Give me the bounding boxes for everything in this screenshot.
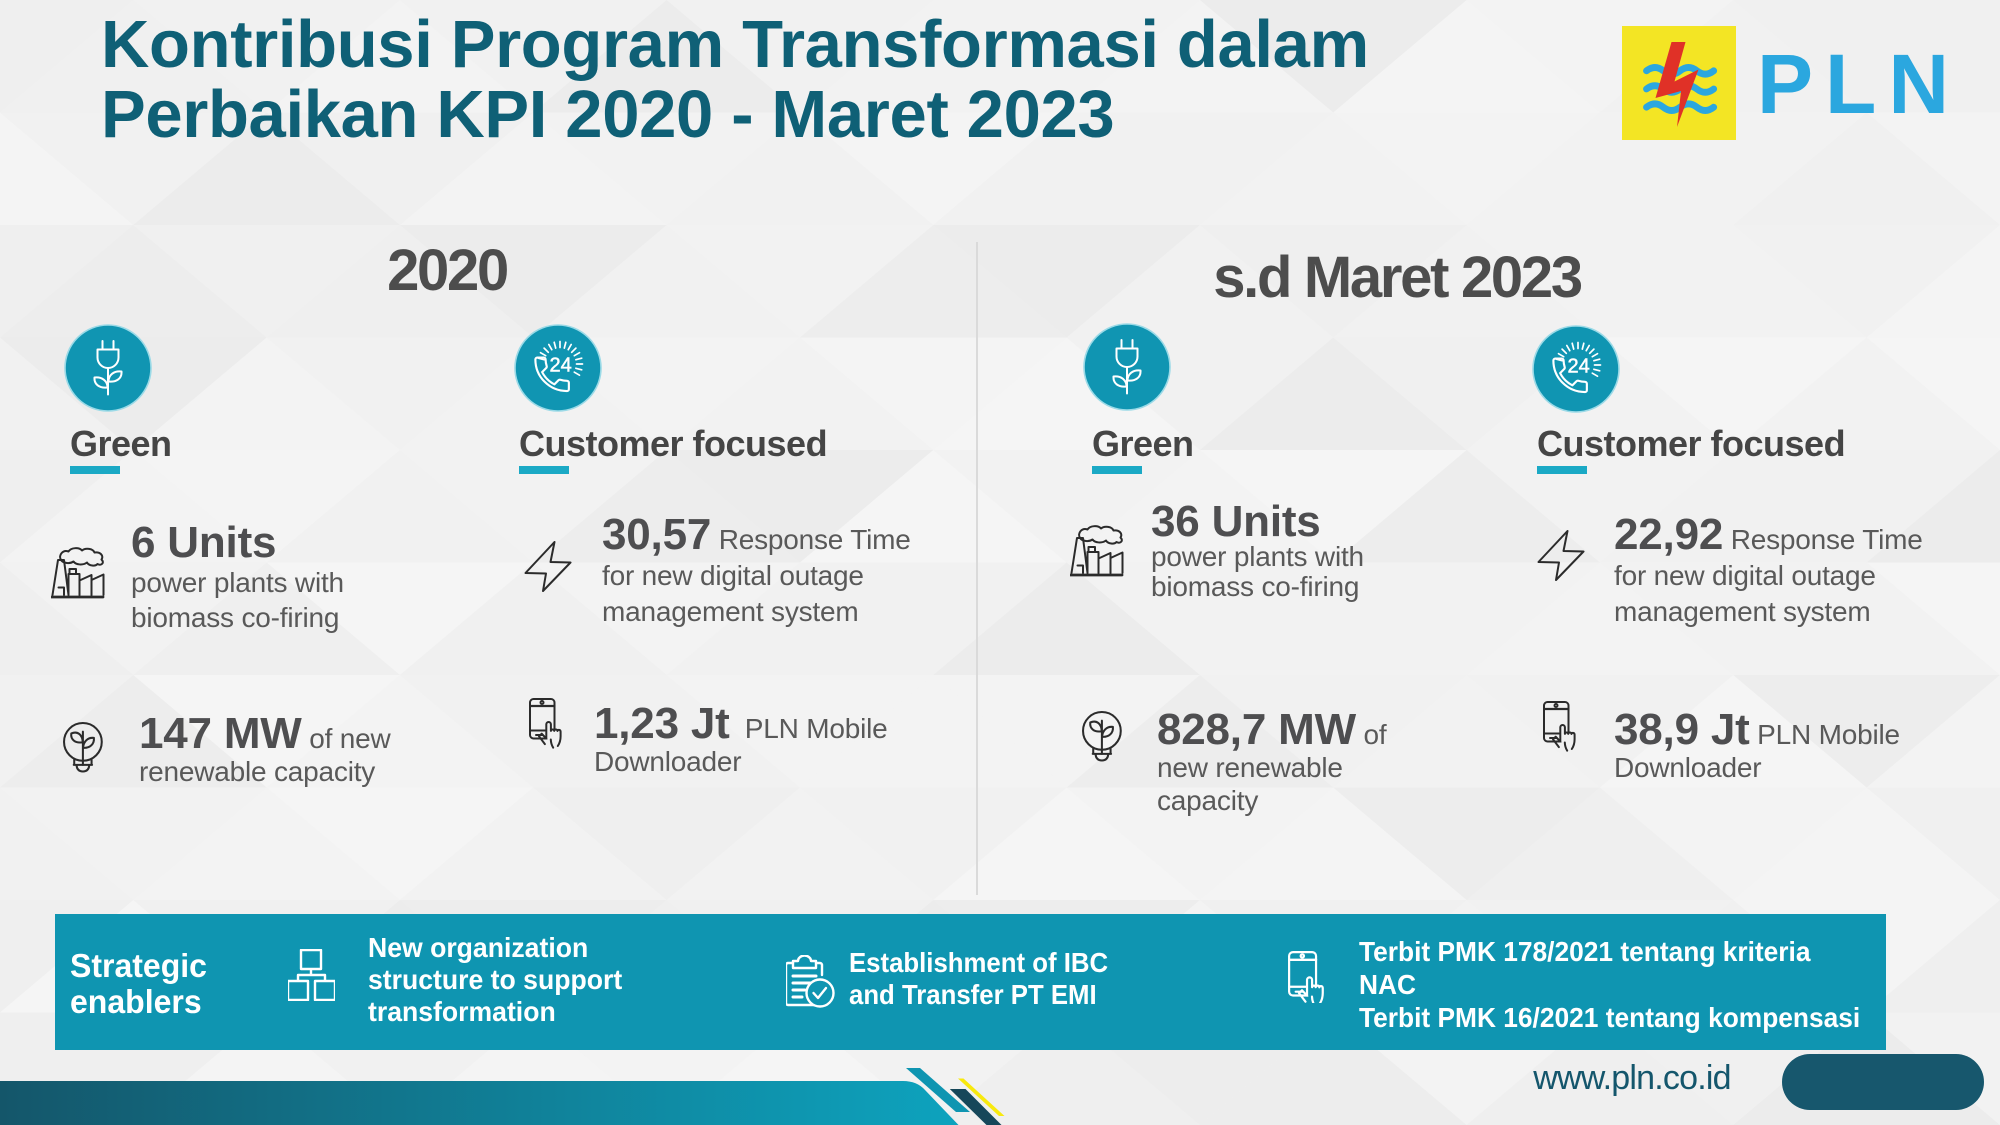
svg-text:PLN: PLN [1757,37,1961,131]
svg-text:24: 24 [1568,356,1590,378]
svg-text:24: 24 [550,355,572,377]
